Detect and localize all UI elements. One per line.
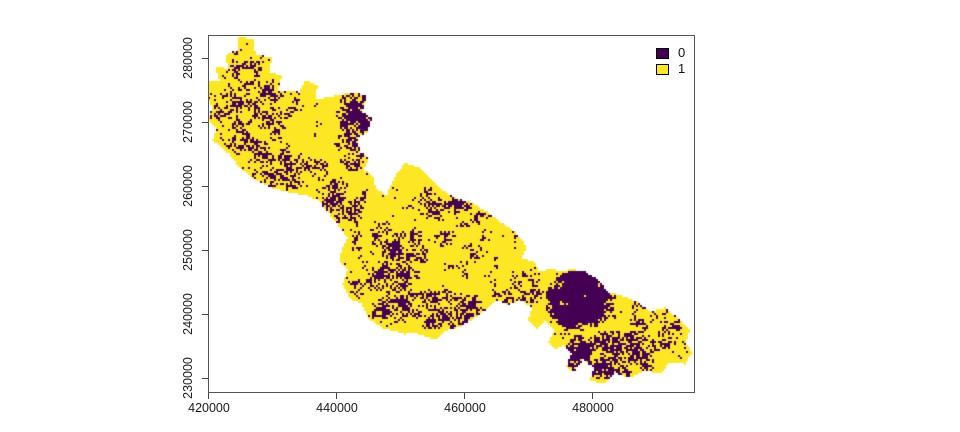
- x-tick-label: 460000: [444, 401, 486, 415]
- y-tick-label: 260000: [181, 165, 195, 208]
- y-axis-tick: [202, 377, 208, 379]
- y-tick-label: 230000: [181, 357, 195, 400]
- y-axis-tick: [202, 249, 208, 251]
- raster-map-canvas: [208, 35, 695, 393]
- legend-entry-1: 1: [656, 61, 685, 77]
- y-tick-label: 270000: [181, 101, 195, 144]
- x-axis-tick: [336, 393, 338, 399]
- y-axis-tick: [202, 313, 208, 315]
- legend-swatch-1-icon: [656, 63, 669, 75]
- x-tick-label: 420000: [188, 401, 230, 415]
- legend: 0 1: [656, 45, 685, 77]
- y-axis-tick: [202, 185, 208, 187]
- x-axis-tick: [208, 393, 210, 399]
- x-tick-label: 480000: [572, 401, 614, 415]
- y-tick-label: 240000: [181, 293, 195, 336]
- legend-label-1: 1: [678, 61, 686, 76]
- x-tick-label: 440000: [316, 401, 358, 415]
- y-tick-label: 280000: [181, 37, 195, 80]
- legend-entry-0: 0: [656, 45, 685, 61]
- x-axis-tick: [464, 393, 466, 399]
- y-tick-label: 250000: [181, 229, 195, 272]
- y-axis-tick: [202, 121, 208, 123]
- legend-label-0: 0: [678, 45, 686, 60]
- y-axis-tick: [202, 57, 208, 59]
- x-axis-tick: [592, 393, 594, 399]
- legend-swatch-0-icon: [656, 47, 669, 59]
